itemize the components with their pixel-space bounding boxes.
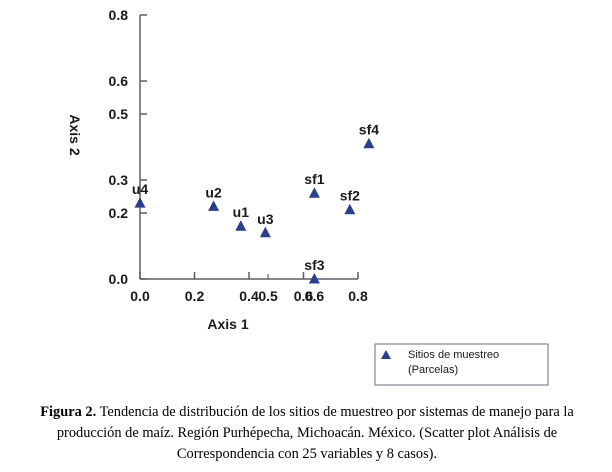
point-marker-sf1 [308, 187, 320, 198]
legend-triangle-marker [381, 350, 391, 359]
y-axis-title: Axis 2 [67, 114, 83, 155]
caption-text: Tendencia de distribución de los sitios … [56, 404, 574, 462]
point-label-sf3: sf3 [304, 257, 324, 273]
point-marker-sf2 [344, 203, 356, 215]
y-tick-label: 0.5 [109, 106, 129, 122]
point-marker-u1 [235, 220, 247, 231]
x-axis-title: Axis 1 [207, 316, 248, 332]
point-label-u2: u2 [205, 184, 222, 200]
data-points: u4 u2 u1 u3 sf1 sf2 sf3 sf4 [132, 122, 379, 284]
point-marker-u4 [134, 197, 146, 208]
y-tick-label: 0.3 [109, 172, 129, 188]
x-tick-label: 0.6 [294, 288, 314, 304]
point-label-sf4: sf4 [359, 122, 379, 138]
point-marker-sf3 [308, 273, 320, 284]
caption-label: Figura 2. [40, 404, 97, 420]
y-tick-label: 0.6 [109, 73, 129, 89]
legend: Sitios de muestreo (Parcelas) [374, 343, 549, 386]
x-tick-label: 0.0 [130, 288, 150, 304]
figure-caption: Figura 2. Tendencia de distribución de l… [8, 402, 606, 465]
legend-label-line1: Sitios de muestreo [408, 349, 499, 361]
legend-label-line2: (Parcelas) [408, 364, 458, 376]
x-tick-label: 0.2 [185, 288, 205, 304]
legend-box [374, 343, 549, 386]
point-marker-u3 [259, 226, 271, 238]
x-minor-tick-label: 0.5 [258, 288, 278, 304]
point-label-sf2: sf2 [340, 188, 360, 204]
y-tick-label: 0.2 [109, 205, 129, 221]
ticks: 0.0 0.2 0.3 0.5 0.6 0.8 0.0 0.2 0.4 0.6 0.8 0.5 0.6 [109, 7, 368, 304]
y-tick-label: 0.8 [109, 7, 129, 23]
scatter-plot: 0.00.20.30.50.60.80.0 0.2 0.4 0.6 0.80.5 0.6 … [67, 7, 549, 386]
axes [139, 15, 358, 280]
x-tick-label: 0.8 [348, 288, 368, 304]
point-label-u3: u3 [257, 211, 274, 227]
point-marker-u2 [208, 200, 220, 211]
x-minor-tick-label: 0.6 [305, 288, 325, 304]
y-tick-label: 0.0 [109, 271, 129, 287]
point-marker-sf4 [363, 137, 375, 149]
point-label-u4: u4 [132, 181, 149, 197]
x-tick-label: 0.4 [239, 288, 259, 304]
point-label-u1: u1 [233, 204, 250, 220]
point-label-sf1: sf1 [304, 171, 324, 187]
